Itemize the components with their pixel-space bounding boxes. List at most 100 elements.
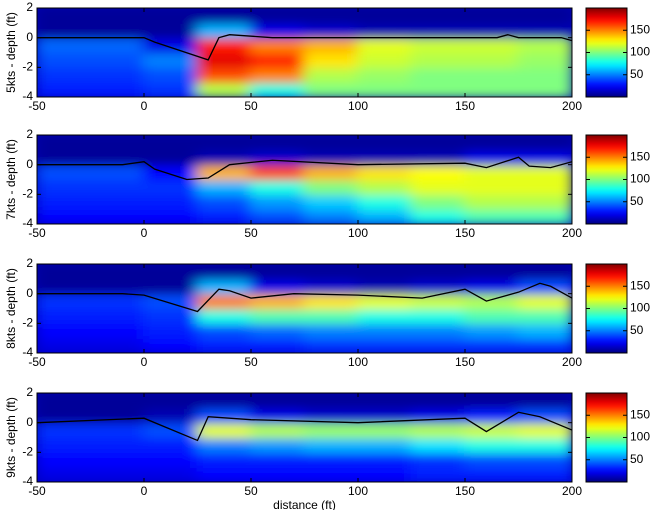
heatmap-cell [37, 66, 92, 84]
heatmap-cell [143, 51, 199, 69]
y-tick-label: -4 [22, 216, 33, 230]
heatmap-cell [143, 421, 199, 439]
heatmap-cell [303, 292, 359, 310]
y-tick-label: -2 [22, 445, 33, 459]
heatmap-cell [37, 148, 92, 166]
heatmap-cell [196, 178, 252, 196]
heatmap-cell [196, 277, 252, 295]
heatmap-cell [517, 322, 572, 340]
heatmap-cell [303, 8, 359, 24]
heatmap-cell [250, 66, 306, 84]
heatmap-cell [89, 292, 145, 310]
heatmap-cell [517, 292, 572, 310]
y-tick-label: 0 [26, 30, 33, 44]
heatmap-cell [303, 163, 359, 181]
heatmap-cell [464, 451, 520, 469]
heatmap-cell [303, 21, 359, 39]
heatmap-cell [196, 36, 252, 54]
surface-line [37, 411, 572, 442]
heatmap-cell [89, 466, 145, 482]
heatmap-cell [303, 51, 359, 69]
heatmap-cell [250, 135, 306, 151]
heatmap-cell [410, 436, 466, 454]
colorbar-tick-label: 150 [630, 149, 650, 163]
heatmap-cell [250, 337, 306, 353]
heatmap-cell [357, 307, 413, 325]
heatmap-cell [303, 208, 359, 224]
heatmap-cell [517, 393, 572, 409]
heatmap-cell [37, 81, 92, 97]
heatmap-cell [357, 406, 413, 424]
heatmap-cell [250, 451, 306, 469]
heatmap-cell [517, 264, 572, 280]
heatmap-cell [37, 208, 92, 224]
heatmap-cell [357, 322, 413, 340]
x-tick-label: 0 [141, 226, 148, 240]
colorbar [586, 393, 627, 482]
heatmap-cell [357, 277, 413, 295]
heatmap-cell [37, 51, 92, 69]
heatmap-cell [464, 322, 520, 340]
heatmap-cell [37, 466, 92, 482]
heatmap-cell [357, 193, 413, 211]
y-tick-label: 0 [26, 286, 33, 300]
y-tick-label: -2 [22, 316, 33, 330]
heatmap-cell [37, 337, 92, 353]
heatmap-cell [37, 264, 92, 280]
heatmap-cell [410, 66, 466, 84]
heatmap-cell [464, 277, 520, 295]
heatmap-cell [517, 436, 572, 454]
heatmap-cell [410, 406, 466, 424]
heatmap-cell [143, 178, 199, 196]
heatmap-cell [303, 466, 359, 482]
heatmap-cell [303, 393, 359, 409]
x-tick-label: 100 [348, 226, 368, 240]
heatmap-cell [143, 193, 199, 211]
x-tick-label: 50 [244, 226, 258, 240]
heatmap-cell [464, 421, 520, 439]
heatmap-cell [89, 337, 145, 353]
heatmap-cell [410, 451, 466, 469]
heatmap-cell [196, 81, 252, 97]
heatmap-cell [89, 178, 145, 196]
heatmap-cell [89, 81, 145, 97]
heatmap-cell [464, 264, 520, 280]
heatmap-cell [464, 66, 520, 84]
heatmap-cell [37, 393, 92, 409]
heatmap [37, 8, 572, 97]
heatmap-cell [464, 292, 520, 310]
heatmap-cell [250, 148, 306, 166]
y-axis-label: 9kts - depth (ft) [4, 397, 18, 478]
heatmap-cell [303, 36, 359, 54]
heatmap-cell [464, 135, 520, 151]
y-tick-label: -2 [22, 187, 33, 201]
heatmap-cell [517, 337, 572, 353]
heatmap-cell [250, 421, 306, 439]
heatmap-cell [357, 36, 413, 54]
heatmap-cell [143, 36, 199, 54]
heatmap-cell [196, 406, 252, 424]
heatmap-cell [196, 436, 252, 454]
heatmap-cell [464, 393, 520, 409]
heatmap-cell [196, 421, 252, 439]
colorbar-tick-label: 100 [630, 430, 650, 444]
heatmap-cell [143, 66, 199, 84]
heatmap-cell [464, 81, 520, 97]
y-tick-label: 2 [26, 0, 33, 14]
heatmap-cell [143, 337, 199, 353]
heatmap-cell [303, 322, 359, 340]
heatmap-cell [464, 51, 520, 69]
colorbar-tick-label: 150 [630, 278, 650, 292]
heatmap-cell [196, 322, 252, 340]
heatmap-cell [250, 51, 306, 69]
y-tick-label: -2 [22, 60, 33, 74]
heatmap-cell [250, 163, 306, 181]
colorbar-tick-label: 50 [630, 67, 644, 81]
x-tick-label: 50 [244, 355, 258, 369]
heatmap-cell [143, 436, 199, 454]
plot-frame [36, 7, 573, 98]
heatmap-cell [250, 322, 306, 340]
heatmap-cell [357, 81, 413, 97]
heatmap-cell [357, 178, 413, 196]
y-tick-label: -4 [22, 345, 33, 359]
